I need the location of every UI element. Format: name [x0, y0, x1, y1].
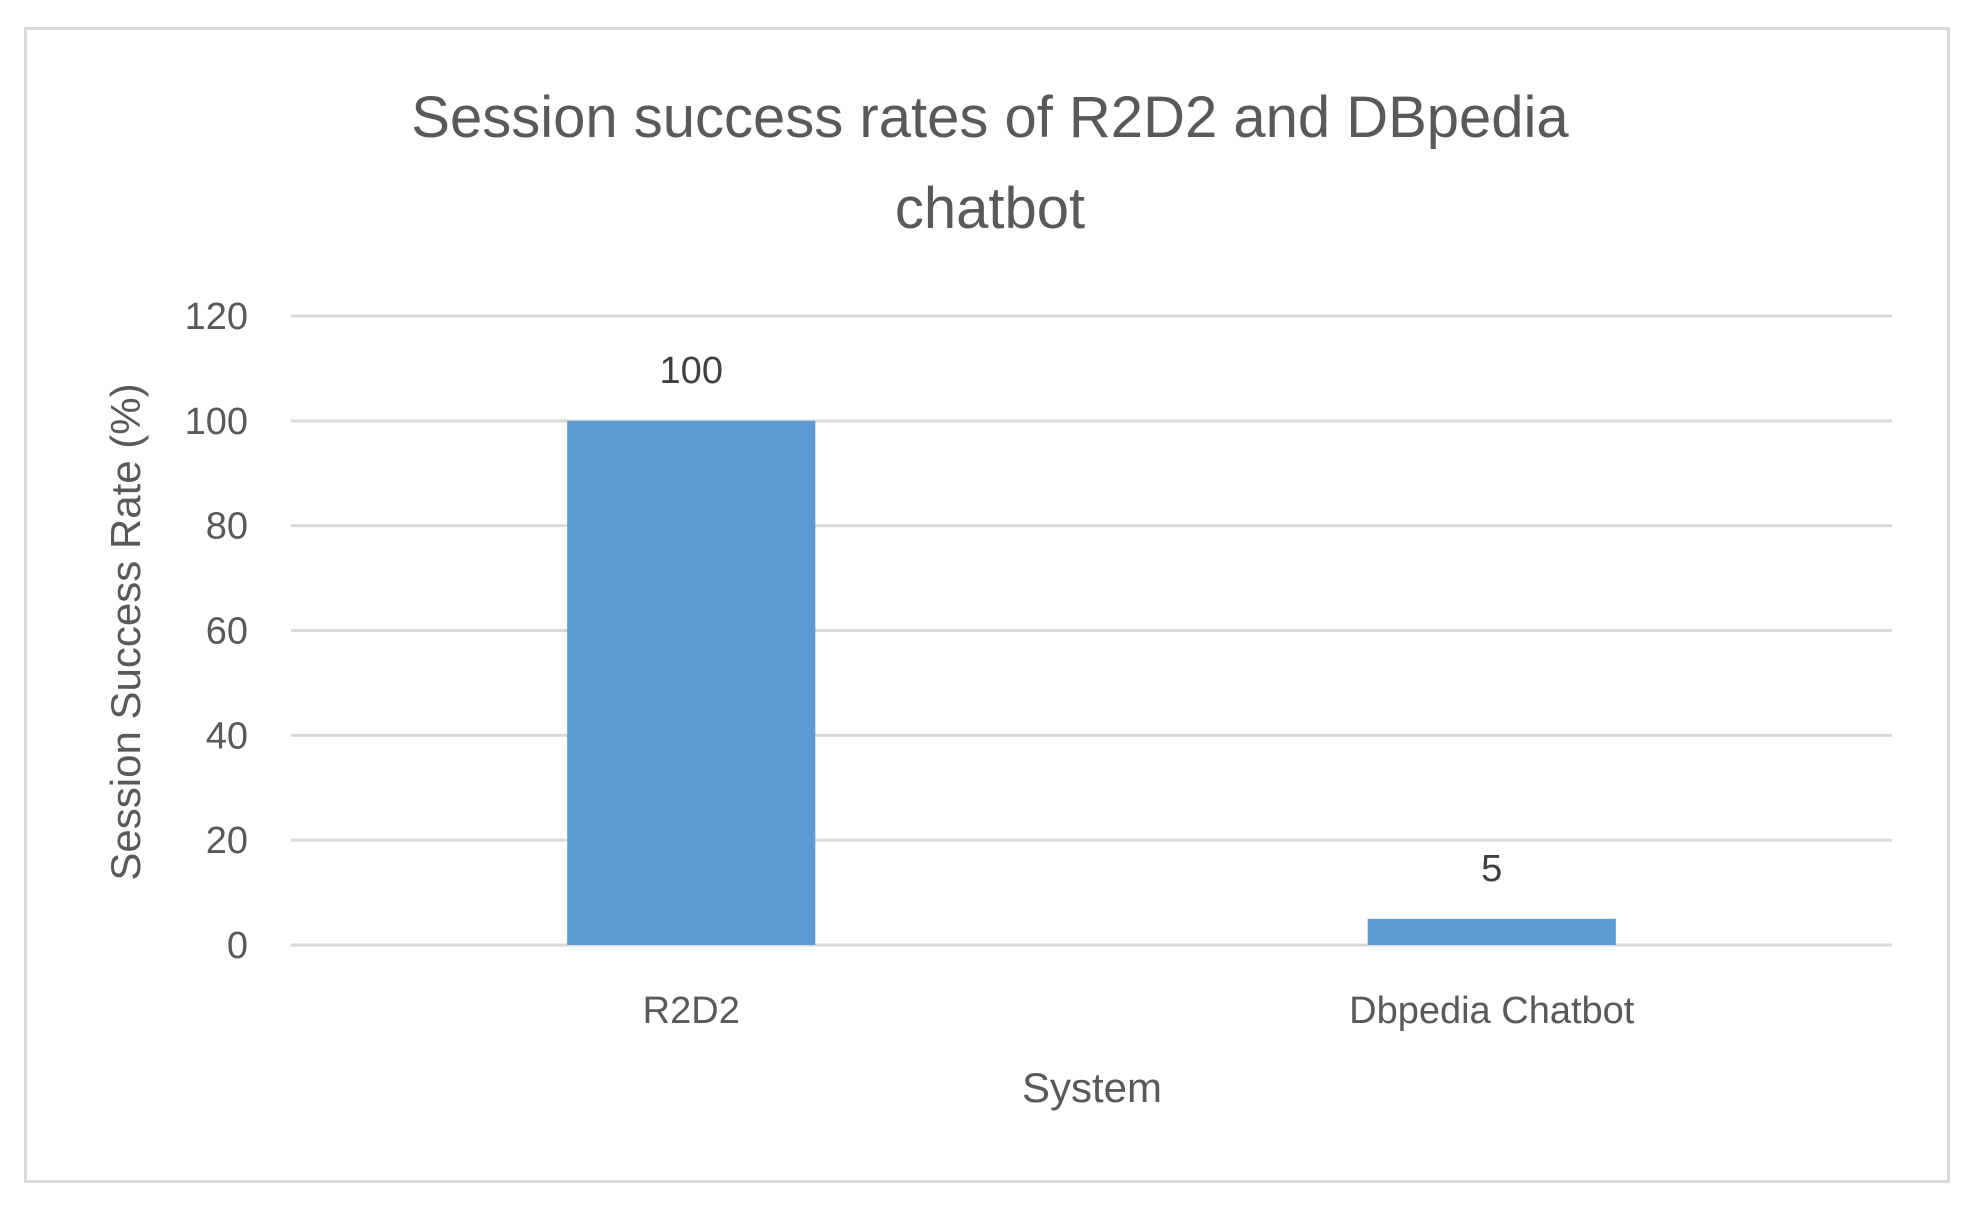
y-axis-title: Session Success Rate (%) — [102, 383, 149, 880]
chart-title: Session success rates of R2D2 and DBpedi… — [411, 85, 1569, 241]
y-tick-label-20: 20 — [206, 820, 248, 862]
y-tick-label-80: 80 — [206, 506, 248, 548]
y-tick-label-120: 120 — [185, 296, 248, 338]
y-tick-label-0: 0 — [227, 925, 248, 967]
bars — [567, 420, 1616, 945]
y-tick-label-100: 100 — [185, 401, 248, 443]
chart-title-line-2: chatbot — [895, 176, 1085, 241]
data-label-0: 100 — [660, 350, 723, 392]
x-axis-title: System — [1022, 1064, 1162, 1111]
y-tick-label-60: 60 — [206, 611, 248, 653]
bar-1 — [1367, 918, 1616, 945]
gridlines — [291, 314, 1892, 947]
x-axis-tick-labels: R2D2 Dbpedia Chatbot — [643, 990, 1635, 1032]
data-label-1: 5 — [1481, 848, 1502, 890]
y-tick-label-40: 40 — [206, 715, 248, 757]
data-labels: 100 5 — [660, 350, 1503, 890]
chart-title-line-1: Session success rates of R2D2 and DBpedi… — [411, 85, 1569, 150]
chart-frame — [24, 27, 1950, 1183]
y-axis-tick-labels: 0 20 40 60 80 100 120 — [185, 296, 248, 967]
x-tick-label-0: R2D2 — [643, 990, 740, 1032]
x-tick-label-1: Dbpedia Chatbot — [1349, 990, 1635, 1032]
bar-0 — [567, 420, 816, 945]
